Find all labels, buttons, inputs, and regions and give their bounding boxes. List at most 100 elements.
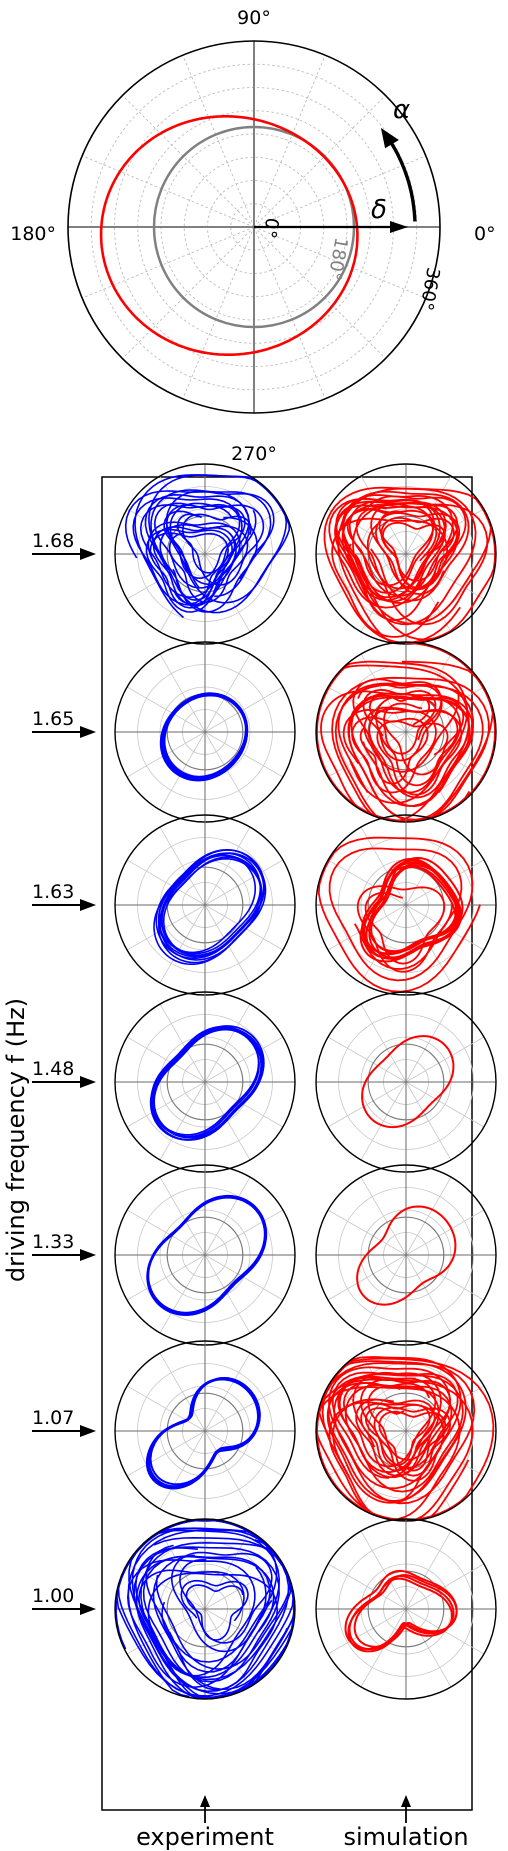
panel-angular-gridline — [159, 653, 206, 733]
panel-angular-gridline — [405, 1430, 485, 1477]
simulation-trace — [362, 861, 460, 959]
experiment-panel — [114, 814, 296, 996]
experiment-trace — [124, 490, 251, 606]
panel-angular-gridline — [204, 1608, 251, 1688]
simulation-trace — [352, 678, 460, 773]
angular-gridline — [253, 54, 326, 228]
panel-angular-gridline — [405, 1254, 452, 1334]
panel-angular-gridline — [327, 1081, 407, 1128]
frequency-label: 1.68 — [32, 530, 74, 552]
simulation-trace — [326, 1382, 462, 1504]
simulation-panel — [315, 991, 497, 1173]
experiment-trace — [127, 1529, 295, 1699]
experiment-trace — [157, 857, 263, 964]
simulation-trace — [318, 1356, 462, 1490]
frequency-arrowhead — [80, 1603, 96, 1615]
simulation-trace — [368, 698, 470, 799]
simulation-trace — [334, 500, 446, 607]
angle-tick-label: 0° — [474, 223, 496, 245]
panel-angular-gridline — [327, 553, 407, 600]
simulation-trace — [323, 486, 477, 644]
panel-angular-gridline — [159, 1003, 206, 1083]
panel-angular-gridline — [204, 686, 284, 733]
frequency-label: 1.65 — [32, 708, 74, 730]
panel-angular-gridline — [204, 1254, 251, 1334]
simulation-trace — [352, 1371, 459, 1469]
simulation-trace — [368, 857, 464, 953]
simulation-trace — [342, 708, 437, 794]
panel-angular-gridline — [327, 1608, 407, 1655]
simulation-panel — [315, 1164, 497, 1346]
experiment-trace — [170, 1551, 273, 1653]
panel-angular-gridline — [159, 826, 206, 906]
simulation-panel — [315, 641, 497, 823]
experiment-panel — [114, 463, 296, 645]
panel-angular-gridline — [126, 1081, 206, 1128]
panel-angular-gridline — [360, 1003, 407, 1083]
panel-angular-gridline — [405, 1003, 452, 1083]
radial-tick-label: 180° — [323, 236, 351, 282]
panel-angular-gridline — [405, 1209, 485, 1256]
frequency-arrowhead — [80, 1425, 96, 1437]
panel-angular-gridline — [204, 1352, 251, 1432]
panel-reference-circle — [166, 1216, 244, 1294]
column-label-experiment: experiment — [136, 1823, 274, 1851]
panel-angular-gridline — [204, 1209, 284, 1256]
panel-angular-gridline — [204, 1430, 251, 1510]
panel-angular-gridline — [405, 1081, 452, 1161]
experiment-trace — [133, 1536, 290, 1693]
frequency-label: 1.63 — [32, 881, 74, 903]
panel-angular-gridline — [126, 1385, 206, 1432]
panel-angular-gridline — [159, 1352, 206, 1432]
angular-gridline — [81, 155, 255, 228]
panel-angular-gridline — [327, 1036, 407, 1083]
experiment-panel — [114, 1340, 296, 1522]
frequency-arrowhead — [80, 1076, 96, 1088]
angular-gridline — [122, 95, 255, 228]
experiment-trace — [162, 856, 262, 956]
simulation-trace — [365, 866, 459, 960]
panel-angular-gridline — [159, 1254, 206, 1334]
panel-reference-circle — [367, 1216, 445, 1294]
simulation-trace — [334, 683, 484, 822]
panel-reference-circle — [166, 1570, 244, 1648]
experiment-panel — [114, 991, 296, 1173]
experiment-trace — [180, 1579, 249, 1641]
delta-arrowhead — [390, 221, 408, 233]
experiment-panel — [114, 1518, 296, 1700]
panel-angular-gridline — [327, 1209, 407, 1256]
experiment-trace — [147, 1195, 267, 1315]
simulation-panel — [315, 1518, 497, 1700]
alpha-arc-arrow — [387, 138, 417, 222]
angular-gridline — [182, 54, 255, 228]
red-trajectory-curve — [99, 115, 359, 356]
experiment-trace — [147, 1196, 267, 1316]
panel-angular-gridline — [327, 731, 407, 778]
simulation-panel — [315, 463, 497, 645]
simulation-panel — [315, 814, 497, 996]
panel-angular-gridline — [360, 826, 407, 906]
panel-grid: 1.68 1.65 1.63 1.48 1.33 1.07 1.00 — [32, 463, 497, 1823]
panel-angular-gridline — [159, 731, 206, 811]
delta-symbol: δ — [371, 195, 387, 225]
frequency-label: 1.33 — [32, 1231, 74, 1253]
angular-gridline — [81, 226, 255, 299]
panel-angular-gridline — [360, 1352, 407, 1432]
experiment-trace — [153, 1028, 263, 1139]
angle-tick-label: 180° — [10, 223, 56, 245]
panel-outer-circle — [315, 1518, 497, 1700]
frequency-arrowhead — [80, 899, 96, 911]
panel-outer-circle — [114, 1518, 296, 1700]
simulation-trace — [355, 1398, 436, 1477]
panel-angular-gridline — [204, 1081, 284, 1128]
simulation-trace — [317, 836, 482, 993]
panel-angular-gridline — [126, 1254, 206, 1301]
experiment-trace — [134, 474, 288, 619]
experiment-panel — [114, 1164, 296, 1346]
frequency-label: 1.48 — [32, 1058, 74, 1080]
panel-angular-gridline — [204, 1176, 251, 1256]
angular-gridline — [122, 226, 255, 359]
simulation-panel — [315, 1340, 497, 1522]
panel-angular-gridline — [126, 1036, 206, 1083]
